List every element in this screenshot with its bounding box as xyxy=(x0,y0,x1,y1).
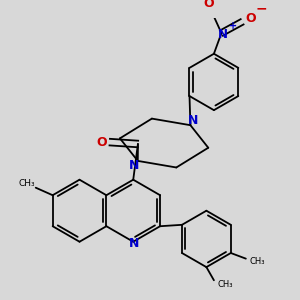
Text: CH₃: CH₃ xyxy=(18,179,35,188)
Text: CH₃: CH₃ xyxy=(218,280,233,289)
Text: N: N xyxy=(129,159,139,172)
Text: O: O xyxy=(245,12,256,25)
Text: N: N xyxy=(218,28,228,40)
Text: O: O xyxy=(96,136,106,148)
Text: N: N xyxy=(188,114,198,127)
Text: CH₃: CH₃ xyxy=(249,257,265,266)
Text: +: + xyxy=(229,21,237,31)
Text: N: N xyxy=(129,237,140,250)
Text: −: − xyxy=(255,2,267,16)
Text: O: O xyxy=(203,0,214,11)
